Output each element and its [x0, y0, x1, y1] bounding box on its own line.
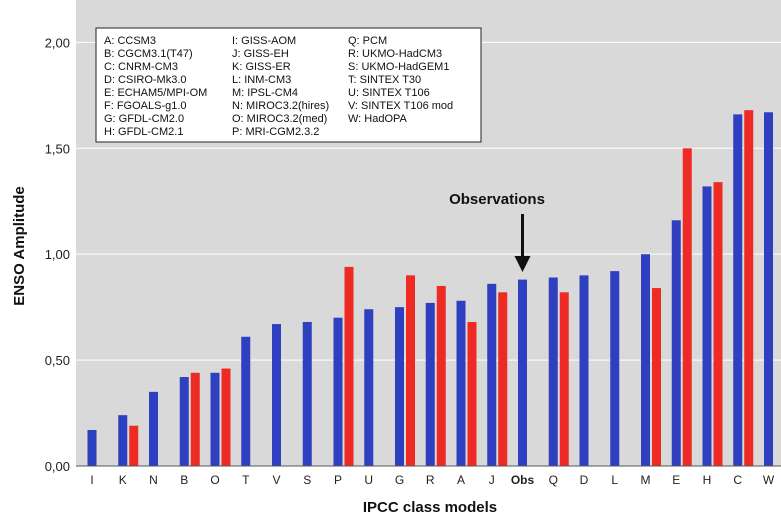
x-tick-label: M	[641, 473, 651, 487]
bar	[118, 415, 128, 466]
y-tick-label: 0,00	[45, 459, 70, 474]
x-tick-label: P	[334, 473, 342, 487]
bar	[436, 285, 446, 466]
x-tick-label: H	[703, 473, 712, 487]
bar	[744, 110, 754, 467]
legend-entry: J: GISS-EH	[232, 48, 289, 60]
x-tick-labels: IKNBOTVSPUGRAJObsQDLMEHCWF	[90, 473, 775, 487]
bar	[272, 324, 281, 466]
legend-entry: U: SINTEX T106	[348, 87, 430, 99]
x-axis-title: IPCC class models	[363, 499, 497, 516]
legend-entry: L: INM-CM3	[232, 74, 291, 86]
legend-entry: P: MRI-CGM2.3.2	[232, 126, 319, 138]
y-tick-label: 2,00	[45, 35, 70, 50]
legend-entry: S: UKMO-HadGEM1	[348, 61, 449, 73]
bar	[764, 112, 773, 466]
x-tick-label: O	[210, 473, 219, 487]
legend-entry: D: CSIRO-Mk3.0	[104, 74, 187, 86]
x-tick-label: L	[611, 473, 618, 487]
bar	[333, 317, 343, 466]
legend-entry: I: GISS-AOM	[232, 35, 296, 47]
bar	[87, 429, 97, 466]
bar	[641, 254, 650, 466]
observations-arrow-head	[514, 256, 531, 272]
bar	[467, 321, 477, 466]
bar	[610, 271, 620, 466]
bar	[241, 336, 251, 466]
legend-entry: W: HadOPA	[348, 113, 408, 125]
x-tick-label: G	[395, 473, 404, 487]
bar	[129, 425, 139, 466]
bar	[456, 300, 466, 466]
y-axis-title: ENSO Amplitude	[11, 186, 28, 305]
bar	[548, 277, 558, 466]
bar	[487, 283, 497, 466]
x-tick-label: B	[180, 473, 188, 487]
x-tick-label: E	[672, 473, 680, 487]
bar	[179, 377, 189, 466]
bar	[498, 292, 508, 466]
bar	[682, 148, 692, 467]
bar	[425, 302, 435, 466]
legend-entry: C: CNRM-CM3	[104, 61, 178, 73]
bar	[652, 288, 661, 466]
legend-entry: G: GFDL-CM2.0	[104, 113, 184, 125]
bar	[149, 391, 158, 466]
bar	[364, 309, 374, 466]
observations-label: Observations	[449, 191, 545, 208]
x-tick-label: R	[426, 473, 435, 487]
legend-entry: A: CCSM3	[104, 35, 156, 47]
bar	[221, 368, 231, 466]
x-tick-label: K	[119, 473, 127, 487]
x-tick-label: V	[272, 473, 280, 487]
x-tick-label: N	[149, 473, 158, 487]
bar	[702, 186, 712, 466]
legend-entry: O: MIROC3.2(med)	[232, 113, 327, 125]
y-tick-label: 1,00	[45, 247, 70, 262]
legend-entry: H: GFDL-CM2.1	[104, 126, 183, 138]
bar	[559, 292, 569, 466]
bar	[579, 275, 589, 466]
x-tick-label: J	[489, 473, 495, 487]
bar	[210, 372, 220, 466]
bar	[671, 220, 681, 466]
bars	[87, 110, 773, 467]
legend-entry: M: IPSL-CM4	[232, 87, 298, 99]
x-tick-label: Q	[549, 473, 558, 487]
x-tick-label: W	[763, 473, 775, 487]
x-tick-label: C	[733, 473, 742, 487]
legend-entry: Q: PCM	[348, 35, 387, 47]
legend-entry: E: ECHAM5/MPI-OM	[104, 87, 207, 99]
x-tick-label: U	[364, 473, 373, 487]
legend-entry: R: UKMO-HadCM3	[348, 48, 442, 60]
x-tick-label: T	[242, 473, 250, 487]
observations-annotation: Observations	[449, 191, 545, 272]
bar	[395, 307, 404, 466]
legend-entry: V: SINTEX T106 mod	[348, 100, 453, 112]
legend-box	[95, 27, 482, 143]
legend-entry: N: MIROC3.2(hires)	[232, 100, 329, 112]
bar	[518, 279, 527, 466]
bar	[344, 266, 354, 466]
legend-entry: B: CGCM3.1(T47)	[104, 48, 193, 60]
bar	[302, 321, 312, 466]
x-tick-label: Obs	[511, 473, 535, 487]
bar	[190, 372, 200, 466]
bar	[406, 275, 415, 466]
x-tick-label: D	[580, 473, 589, 487]
y-tick-label: 0,50	[45, 353, 70, 368]
x-tick-label: A	[457, 473, 465, 487]
bar	[713, 182, 723, 466]
legend-entry: K: GISS-ER	[232, 61, 291, 73]
y-tick-label: 1,50	[45, 141, 70, 156]
y-tick-labels: 0,00 0,50 1,00 1,50 2,00	[45, 35, 70, 474]
legend-entry: F: FGOALS-g1.0	[104, 100, 187, 112]
x-tick-label: I	[90, 473, 93, 487]
x-tick-label: S	[303, 473, 311, 487]
legend-entry: T: SINTEX T30	[348, 74, 421, 86]
bar	[733, 114, 743, 466]
